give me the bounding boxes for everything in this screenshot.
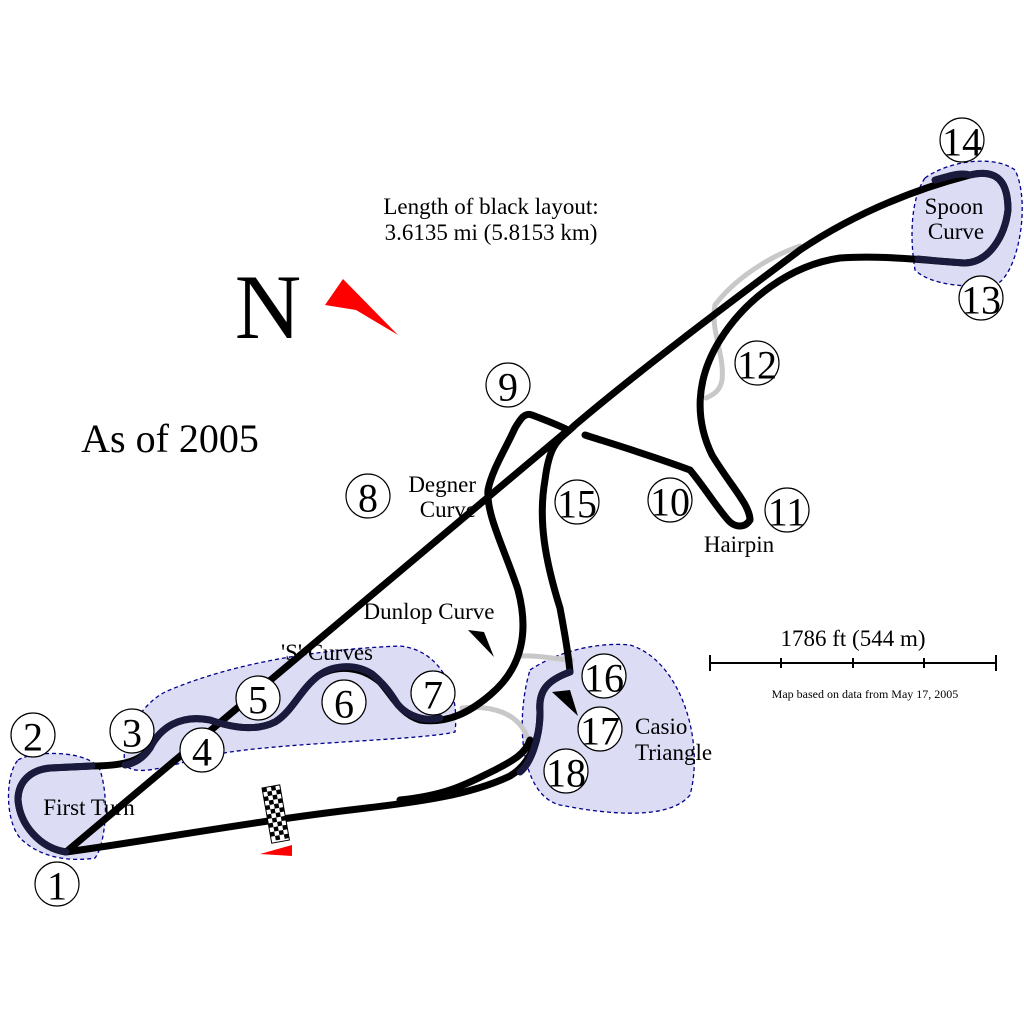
corner-marker-12: 12 (734, 340, 780, 388)
corner-marker-14: 14 (939, 117, 985, 165)
corner-marker-18: 18 (543, 748, 589, 796)
label-s-curves: 'S' Curves (281, 640, 373, 665)
casio-marker-icon (552, 690, 578, 716)
label-casio-1: Casio (635, 714, 687, 739)
corner-marker-4: 4 (179, 727, 225, 775)
svg-text:6: 6 (334, 682, 354, 727)
svg-text:5: 5 (248, 678, 268, 723)
svg-text:8: 8 (358, 476, 378, 521)
label-casio-2: Triangle (635, 740, 712, 765)
svg-text:1: 1 (47, 864, 67, 909)
scale-bar (709, 655, 997, 671)
corner-marker-5: 5 (235, 675, 281, 723)
svg-text:10: 10 (650, 480, 690, 525)
corner-marker-9: 9 (485, 362, 531, 410)
label-hairpin: Hairpin (704, 532, 775, 557)
corner-marker-13: 13 (958, 275, 1004, 323)
label-dunlop: Dunlop Curve (364, 599, 495, 624)
svg-text:3: 3 (122, 711, 142, 756)
corner-marker-3: 3 (109, 708, 155, 756)
north-letter: N (235, 256, 301, 358)
corner-marker-8: 8 (345, 473, 391, 521)
svg-text:9: 9 (498, 365, 518, 410)
svg-text:18: 18 (546, 751, 586, 796)
zone-track-spoon (914, 170, 1012, 267)
svg-text:2: 2 (23, 715, 43, 760)
svg-text:4: 4 (192, 730, 212, 775)
svg-text:15: 15 (557, 482, 597, 527)
svg-text:17: 17 (580, 709, 620, 754)
label-degner-2: Curve (420, 497, 476, 522)
corner-marker-6: 6 (321, 679, 367, 727)
label-spoon-1: Spoon (925, 194, 984, 219)
layout-length-value: 3.6135 mi (5.8153 km) (385, 220, 598, 245)
layout-length-title: Length of black layout: (383, 194, 598, 219)
disused-track-spoon (703, 243, 803, 401)
zone-spoon-curve (911, 160, 1023, 287)
label-spoon-2: Curve (928, 219, 984, 244)
date-label: As of 2005 (81, 416, 259, 461)
corner-marker-11: 11 (764, 487, 810, 535)
zone-track-first-turn (14, 762, 96, 856)
corner-marker-15: 15 (554, 479, 600, 527)
zone-track-casio (516, 668, 574, 776)
corner-marker-7: 7 (410, 670, 456, 718)
start-finish-line (261, 784, 291, 844)
corner-marker-1: 1 (34, 861, 80, 909)
label-degner-1: Degner (408, 472, 476, 497)
corner-marker-2: 2 (10, 712, 56, 760)
svg-text:13: 13 (961, 278, 1001, 323)
dunlop-marker-icon (468, 630, 494, 657)
label-first-turn: First Turn (43, 795, 135, 820)
svg-text:16: 16 (584, 656, 624, 701)
track-casio-inner (396, 736, 534, 804)
svg-text:12: 12 (737, 343, 777, 388)
corner-marker-16: 16 (581, 653, 627, 701)
map-source-note: Map based on data from May 17, 2005 (772, 687, 959, 701)
svg-text:11: 11 (768, 490, 807, 535)
corner-marker-17: 17 (577, 706, 623, 754)
scale-label: 1786 ft (544 m) (780, 626, 925, 651)
svg-text:7: 7 (423, 673, 443, 718)
direction-arrow-icon (260, 845, 292, 856)
north-arrow-icon (325, 279, 398, 335)
corner-marker-10: 10 (647, 477, 693, 525)
svg-text:14: 14 (942, 120, 982, 165)
zone-track-s-curves (121, 663, 444, 769)
